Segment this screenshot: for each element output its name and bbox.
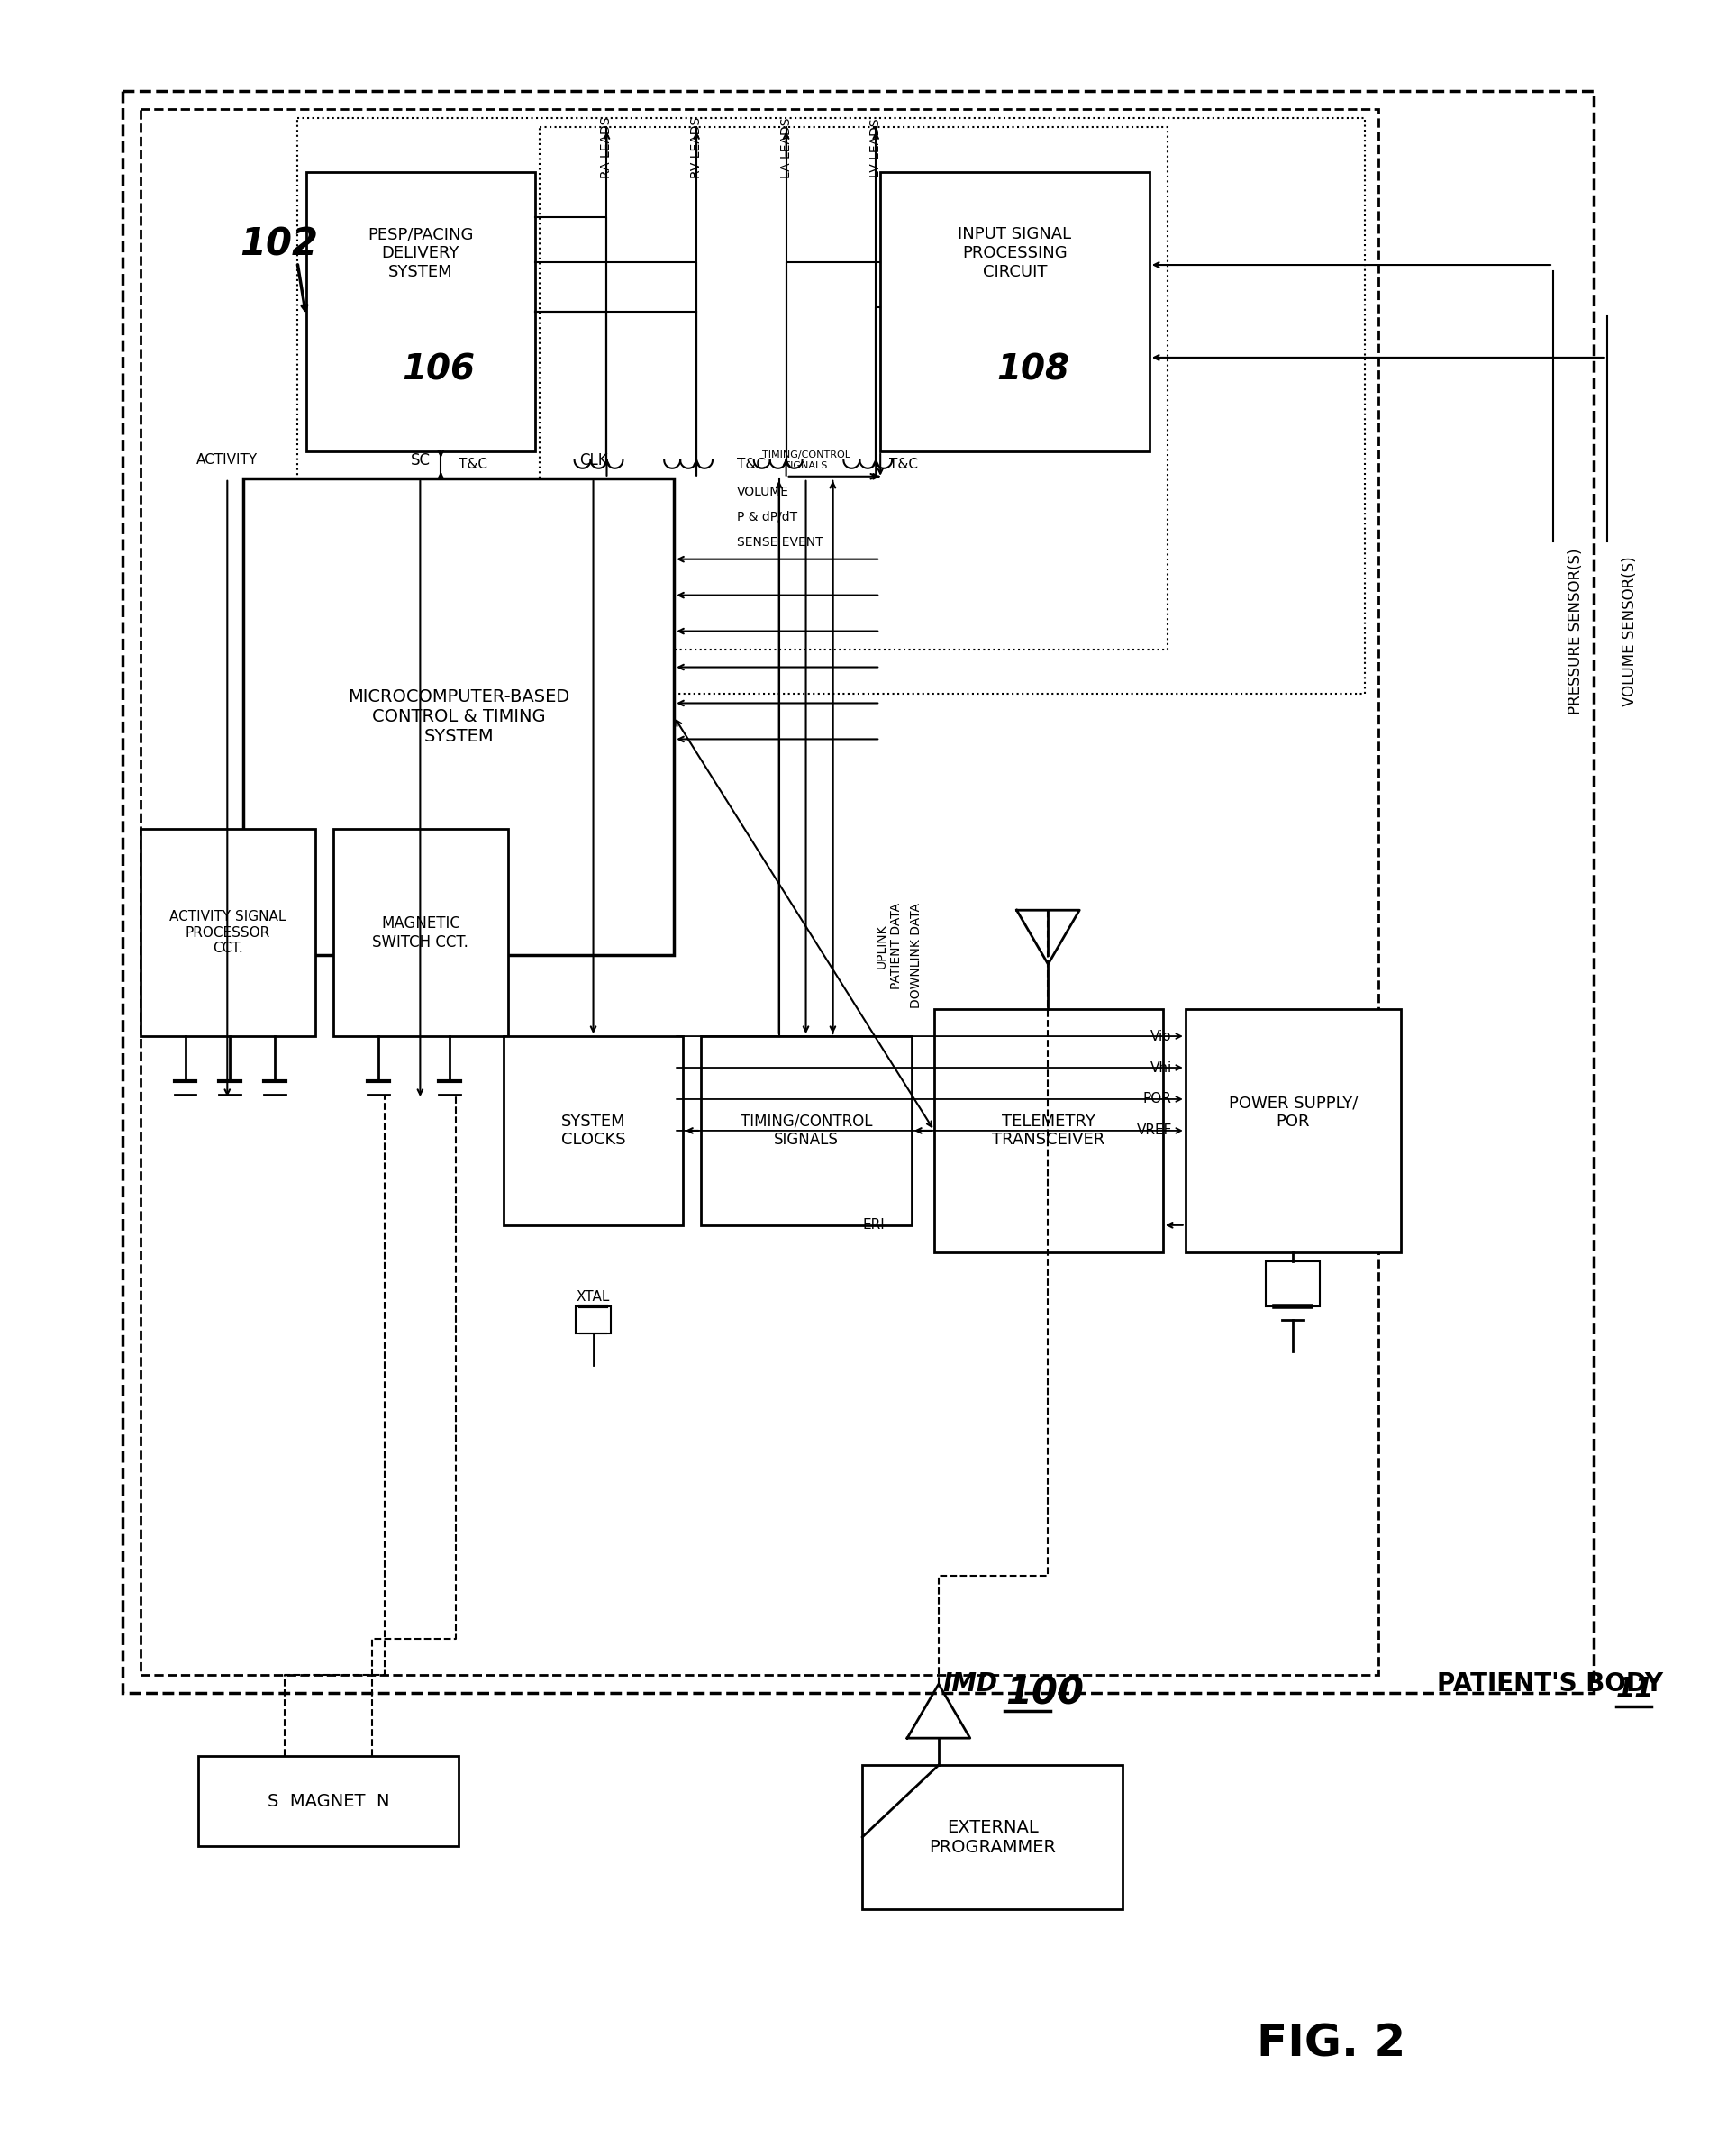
Bar	[244, 479, 674, 955]
Text: 102: 102	[240, 226, 318, 263]
Bar	[199, 1757, 459, 1846]
Text: S  MAGNET  N: S MAGNET N	[268, 1792, 390, 1809]
Bar	[862, 1766, 1123, 1908]
Text: RV LEADS: RV LEADS	[691, 116, 703, 179]
Text: LA LEADS: LA LEADS	[781, 119, 793, 179]
Bar	[881, 172, 1150, 451]
Text: TELEMETRY
TRANSCEIVER: TELEMETRY TRANSCEIVER	[991, 1112, 1105, 1149]
Bar	[504, 1037, 682, 1225]
Text: ACTIVITY SIGNAL
PROCESSOR
CCT.: ACTIVITY SIGNAL PROCESSOR CCT.	[169, 910, 287, 955]
Text: SENSE EVENT: SENSE EVENT	[737, 537, 824, 548]
Text: INPUT SIGNAL
PROCESSING
CIRCUIT: INPUT SIGNAL PROCESSING CIRCUIT	[958, 226, 1072, 280]
Text: RA LEADS: RA LEADS	[601, 116, 613, 179]
Text: PRESSURE SENSOR(S): PRESSURE SENSOR(S)	[1568, 548, 1584, 714]
Text: LV LEADS: LV LEADS	[869, 119, 882, 177]
Bar	[934, 1009, 1162, 1253]
Bar	[1266, 1261, 1319, 1307]
Text: 106: 106	[402, 354, 475, 388]
Bar	[539, 127, 1167, 649]
Text: ACTIVITY: ACTIVITY	[197, 453, 257, 468]
Text: IMD: IMD	[943, 1671, 998, 1697]
Text: 108: 108	[996, 354, 1069, 388]
Bar	[701, 1037, 912, 1225]
Bar	[575, 1307, 611, 1332]
Bar	[297, 119, 1364, 694]
Text: VOLUME SENSOR(S): VOLUME SENSOR(S)	[1622, 556, 1637, 707]
Text: ERI: ERI	[862, 1218, 884, 1231]
Text: PATIENT'S BODY: PATIENT'S BODY	[1437, 1671, 1663, 1697]
Text: VREF: VREF	[1136, 1123, 1173, 1138]
Text: MAGNETIC
SWITCH CCT.: MAGNETIC SWITCH CCT.	[373, 914, 468, 951]
Text: EXTERNAL
PROGRAMMER: EXTERNAL PROGRAMMER	[929, 1820, 1055, 1856]
Text: FIG. 2: FIG. 2	[1257, 2022, 1406, 2065]
Text: T&C: T&C	[459, 457, 487, 472]
Text: T&C: T&C	[889, 457, 919, 472]
Text: PESP/PACING
DELIVERY
SYSTEM: PESP/PACING DELIVERY SYSTEM	[368, 226, 473, 280]
Text: UPLINK
PATIENT DATA: UPLINK PATIENT DATA	[876, 903, 903, 990]
Text: T&C: T&C	[737, 457, 765, 472]
Text: POWER SUPPLY/
POR: POWER SUPPLY/ POR	[1228, 1095, 1357, 1130]
Bar	[140, 110, 1378, 1675]
Text: VOLUME: VOLUME	[737, 485, 789, 498]
Text: 100: 100	[1005, 1675, 1085, 1712]
Text: SYSTEM
CLOCKS: SYSTEM CLOCKS	[561, 1112, 625, 1149]
Text: POR: POR	[1143, 1093, 1173, 1106]
Text: SC: SC	[411, 453, 430, 468]
Bar	[1185, 1009, 1401, 1253]
Bar	[140, 830, 316, 1037]
Text: Vio: Vio	[1150, 1028, 1173, 1044]
Bar	[123, 91, 1594, 1692]
Text: TIMING/CONTROL
SIGNALS: TIMING/CONTROL SIGNALS	[741, 1112, 872, 1149]
Bar	[306, 172, 535, 451]
Text: Vhi: Vhi	[1150, 1061, 1173, 1074]
Text: XTAL: XTAL	[577, 1291, 610, 1304]
Text: TIMING/CONTROL
SIGNALS: TIMING/CONTROL SIGNALS	[762, 451, 850, 470]
Text: MICROCOMPUTER-BASED
CONTROL & TIMING
SYSTEM: MICROCOMPUTER-BASED CONTROL & TIMING SYS…	[347, 688, 570, 746]
Text: 11: 11	[1616, 1675, 1654, 1701]
Bar	[333, 830, 508, 1037]
Text: DOWNLINK DATA: DOWNLINK DATA	[910, 903, 922, 1007]
Text: CLK: CLK	[579, 453, 608, 468]
Text: P & dP/dT: P & dP/dT	[737, 511, 798, 524]
